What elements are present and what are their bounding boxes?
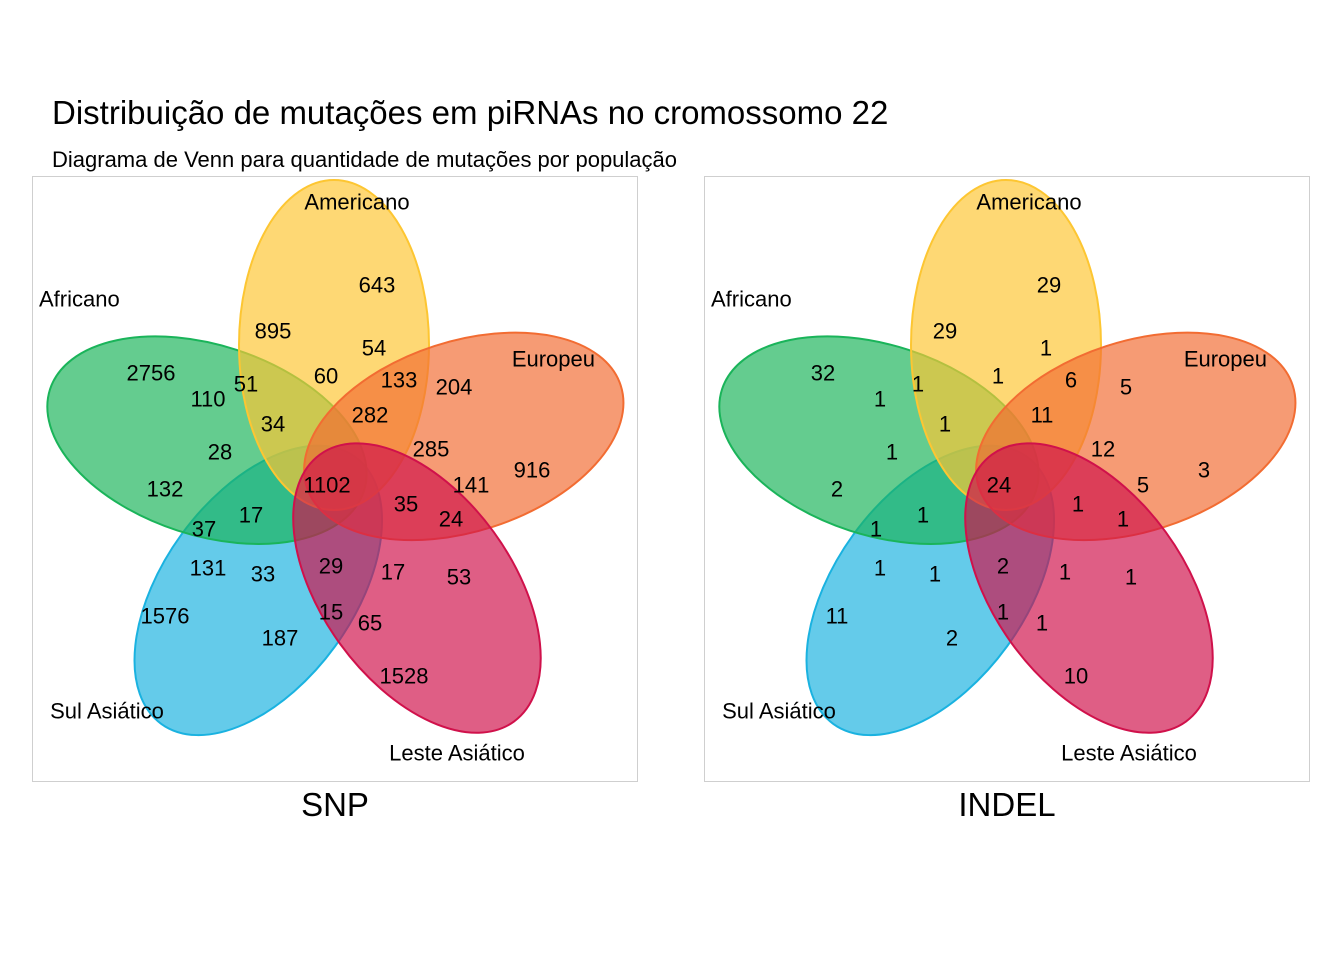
region-count-a-l: 1	[874, 387, 886, 412]
region-count-a-s: 2	[831, 477, 843, 502]
region-count-am-e-l: 1	[1059, 560, 1071, 585]
region-count-e: 3	[1198, 458, 1210, 483]
region-count-am: 643	[359, 273, 396, 298]
venn-panel-snp: Africano Americano Europeu Leste Asiático Su…	[32, 176, 638, 782]
region-count-a-am-s: 60	[314, 364, 338, 389]
set-label-sul: Sul Asiático	[722, 699, 836, 724]
region-count-a-am-e-l: 1	[1072, 492, 1084, 517]
region-count-e-s: 131	[190, 556, 227, 581]
region-count-am-e-s: 6	[1065, 368, 1077, 393]
region-count-a-am: 895	[255, 319, 292, 344]
set-label-americano: Americano	[304, 190, 409, 215]
region-count-e-l: 1	[1125, 565, 1137, 590]
region-count-am-e-s: 133	[381, 368, 418, 393]
region-count-am-l: 1	[1036, 611, 1048, 636]
region-count-am-e-l-s: 2	[997, 554, 1009, 579]
chart-title: Distribuição de mutações em piRNAs no cr…	[52, 94, 889, 131]
venn-diagram-indel: Africano Americano Europeu Leste Asiático Su…	[711, 179, 1297, 766]
region-count-am-l-s: 15	[319, 600, 343, 625]
region-count-a-l-s: 1	[886, 440, 898, 465]
set-label-sul: Sul Asiático	[50, 699, 164, 724]
region-count-am-e: 5	[1120, 375, 1132, 400]
set-label-leste: Leste Asiático	[1061, 741, 1197, 766]
region-count-a-e-s: 37	[192, 517, 216, 542]
region-count-am-s: 1	[1040, 336, 1052, 361]
region-count-l: 10	[1064, 664, 1088, 689]
region-count-e-l-s: 33	[251, 562, 275, 587]
region-count-e-l-s: 1	[929, 562, 941, 587]
region-count-all: 1102	[303, 473, 350, 498]
region-count-a-e-s: 1	[870, 517, 882, 542]
region-count-a-am-e-s: 11	[1031, 403, 1054, 428]
region-count-e-s: 1	[874, 556, 886, 581]
region-count-a-am-e: 12	[1091, 437, 1115, 462]
region-count-a-e: 141	[453, 473, 490, 498]
set-label-europeu: Europeu	[1184, 347, 1267, 372]
set-label-africano: Africano	[39, 287, 120, 312]
region-count-am-e-l: 17	[381, 560, 405, 585]
region-count-a: 32	[811, 361, 835, 386]
region-count-a-e-l-s: 17	[239, 503, 263, 528]
region-count-am-l-s: 1	[997, 600, 1009, 625]
region-count-l-s: 187	[262, 626, 299, 651]
region-count-am: 29	[1037, 273, 1061, 298]
region-count-l: 1528	[380, 664, 429, 689]
set-label-europeu: Europeu	[512, 347, 595, 372]
panel-caption-indel: INDEL	[958, 786, 1056, 823]
venn-panel-indel: Africano Americano Europeu Leste Asiático Su…	[704, 176, 1310, 782]
region-count-am-e: 204	[436, 375, 473, 400]
region-count-a-am-l: 51	[234, 372, 258, 397]
region-count-a-am-e: 285	[413, 437, 450, 462]
region-count-a-e: 5	[1137, 473, 1149, 498]
region-count-a-e-l: 1	[1117, 507, 1129, 532]
region-count-a-am-l-s: 34	[261, 412, 285, 437]
region-count-a-l-s: 28	[208, 440, 232, 465]
region-count-a-l: 110	[190, 387, 225, 412]
chart-subtitle: Diagrama de Venn para quantidade de muta…	[52, 147, 678, 172]
region-count-a-e-l: 24	[439, 507, 463, 532]
region-count-a-am-l: 1	[912, 372, 924, 397]
panel-caption-snp: SNP	[301, 786, 369, 823]
region-count-a-am-e-l: 35	[394, 492, 418, 517]
set-label-americano: Americano	[976, 190, 1081, 215]
set-ellipse-sul	[964, 442, 1214, 734]
region-count-am-e-l-s: 29	[319, 554, 343, 579]
region-count-am-l: 65	[358, 611, 382, 636]
region-count-a: 2756	[127, 361, 176, 386]
region-count-s: 1576	[141, 604, 190, 629]
set-label-africano: Africano	[711, 287, 792, 312]
region-count-a-s: 132	[147, 477, 184, 502]
region-count-l-s: 2	[946, 626, 958, 651]
region-count-e-l: 53	[447, 565, 471, 590]
region-count-a-e-l-s: 1	[917, 503, 929, 528]
set-label-leste: Leste Asiático	[389, 741, 525, 766]
region-count-all: 24	[987, 473, 1011, 498]
set-ellipse-sul	[292, 442, 542, 734]
region-count-e: 916	[514, 458, 551, 483]
region-count-am-s: 54	[362, 336, 386, 361]
venn-diagram-snp: Africano Americano Europeu Leste Asiático Su…	[39, 179, 625, 766]
region-count-a-am-l-s: 1	[939, 412, 951, 437]
region-count-a-am-s: 1	[992, 364, 1004, 389]
region-count-s: 11	[826, 604, 849, 629]
region-count-a-am-e-s: 282	[352, 403, 389, 428]
region-count-a-am: 29	[933, 319, 957, 344]
